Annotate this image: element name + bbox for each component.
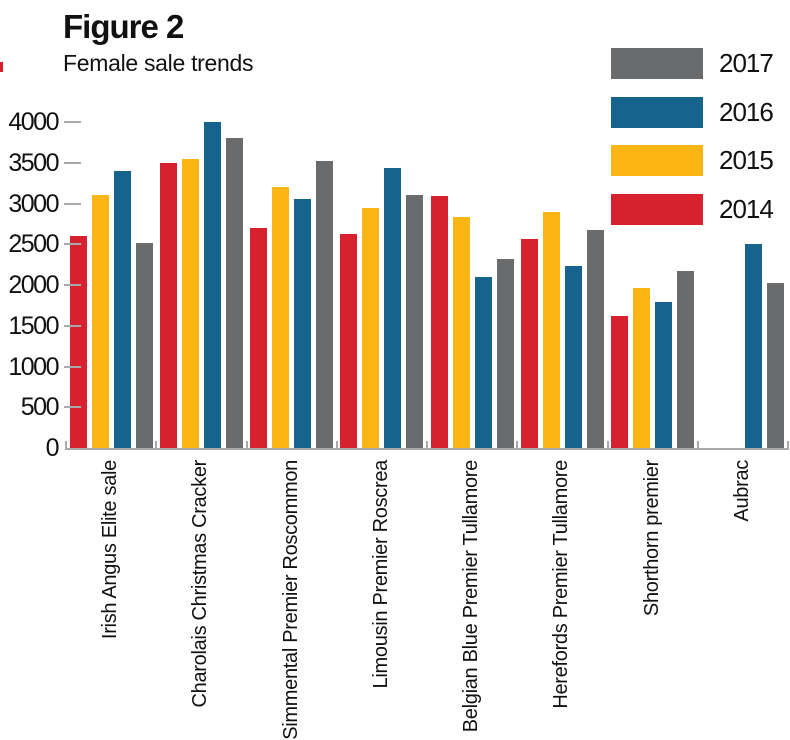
bar-2016-charolais-christmas-cracker: [203, 122, 221, 448]
bar-2014-limousin-premier-roscrea: [340, 234, 358, 448]
x-axis-tick: [787, 441, 789, 450]
legend-label: 2016: [719, 96, 774, 127]
bar-2015-herefords-premier-tullamore: [542, 212, 560, 448]
bar-group-aubrac: [698, 122, 788, 448]
bar-group-charolais-christmas-cracker: [156, 122, 246, 448]
bar-2014-charolais-christmas-cracker: [159, 162, 177, 448]
y-axis-label-500: 500: [20, 393, 60, 422]
y-axis-label-0: 0: [45, 434, 60, 462]
y-axis-tick-500: [64, 406, 81, 409]
bar-group-irish-angus-elite-sale: [66, 122, 156, 448]
y-axis-tick-1000: [64, 365, 81, 368]
y-axis-tick-2000: [64, 284, 81, 286]
y-axis-label-4000: 4000: [8, 108, 59, 136]
x-axis-label-shorthorn-premier: Shorthorn premier: [640, 460, 663, 617]
bar-2017-shorthorn-premier: [677, 271, 695, 448]
bar-2017-aubrac: [767, 283, 785, 448]
bar-2017-irish-angus-elite-sale: [135, 242, 153, 448]
x-axis-tick: [245, 441, 248, 450]
bar-group-belgian-blue-premier-tullamore: [427, 122, 517, 448]
x-axis-label-belgian-blue-premier-tullamore: Belgian Blue Premier Tullamore: [460, 460, 483, 733]
legend-item-2015: 2015: [611, 145, 774, 176]
bar-2017-charolais-christmas-cracker: [225, 138, 243, 448]
legend-item-2016: 2016: [611, 96, 774, 128]
bar-2014-irish-angus-elite-sale: [69, 236, 87, 448]
x-axis-tick: [516, 441, 519, 450]
bar-2014-herefords-premier-tullamore: [520, 239, 538, 448]
y-axis-label-2000: 2000: [8, 271, 59, 299]
legend-swatch-2014: [611, 193, 703, 225]
bar-2016-herefords-premier-tullamore: [564, 266, 582, 448]
bar-2016-shorthorn-premier: [655, 302, 673, 448]
page-edge-mark: [0, 62, 3, 72]
legend-swatch-2015: [611, 145, 703, 176]
bar-group-simmental-premier-roscommon: [247, 122, 337, 448]
bar-2016-belgian-blue-premier-tullamore: [474, 276, 492, 448]
plot-area: [64, 121, 789, 450]
y-axis-tick-1500: [64, 324, 81, 327]
bar-2015-shorthorn-premier: [633, 288, 651, 448]
x-axis-tick: [155, 441, 158, 450]
y-axis-label-1000: 1000: [8, 352, 59, 381]
figure-title: Figure 2: [63, 8, 184, 45]
y-axis-tick-2500: [64, 243, 81, 246]
bar-2015-belgian-blue-premier-tullamore: [452, 216, 470, 448]
bar-2016-simmental-premier-roscommon: [294, 199, 312, 448]
bar-2015-irish-angus-elite-sale: [91, 195, 109, 448]
x-axis-tick: [65, 441, 67, 450]
bar-2015-simmental-premier-roscommon: [272, 187, 290, 448]
bar-2016-aubrac: [745, 244, 763, 448]
bar-group-shorthorn-premier: [608, 122, 698, 448]
bar-2016-irish-angus-elite-sale: [113, 170, 131, 448]
legend-item-2014: 2014: [611, 193, 774, 225]
bar-2017-limousin-premier-roscrea: [406, 195, 424, 448]
legend-swatch-2016: [611, 96, 703, 128]
x-axis-label-charolais-christmas-cracker: Charolais Christmas Cracker: [189, 460, 212, 708]
x-axis-tick: [696, 441, 699, 450]
bar-2014-belgian-blue-premier-tullamore: [430, 196, 448, 448]
legend-label: 2015: [719, 145, 774, 175]
x-axis-label-herefords-premier-tullamore: Herefords Premier Tullamore: [550, 460, 573, 709]
bar-group-limousin-premier-roscrea: [337, 122, 427, 448]
bar-2017-belgian-blue-premier-tullamore: [496, 258, 514, 448]
x-axis-tick: [606, 441, 609, 450]
y-axis-tick-3000: [64, 202, 81, 205]
y-axis-label-3000: 3000: [8, 189, 59, 218]
x-axis-tick: [426, 441, 428, 450]
y-axis-label-1500: 1500: [8, 311, 59, 340]
x-axis-label-simmental-premier-roscommon: Simmental Premier Roscommon: [279, 460, 302, 740]
x-axis-label-irish-angus-elite-sale: Irish Angus Elite sale: [99, 460, 122, 640]
y-axis-tick-4000: [64, 121, 81, 123]
bar-2016-limousin-premier-roscrea: [384, 167, 402, 448]
bar-2014-simmental-premier-roscommon: [250, 227, 268, 448]
y-axis-label-2500: 2500: [8, 230, 59, 259]
legend-label: 2014: [719, 193, 774, 224]
legend-label: 2017: [719, 48, 774, 78]
x-axis-tick: [335, 441, 338, 450]
y-axis-label-3500: 3500: [8, 148, 59, 177]
bar-group-herefords-premier-tullamore: [517, 122, 607, 448]
bar-2017-simmental-premier-roscommon: [316, 161, 334, 448]
bar-2015-limousin-premier-roscrea: [362, 207, 380, 448]
bar-2015-charolais-christmas-cracker: [181, 158, 199, 448]
figure-subtitle: Female sale trends: [63, 50, 254, 76]
legend-item-2017: 2017: [611, 48, 774, 79]
bar-2017-herefords-premier-tullamore: [586, 230, 604, 448]
legend-swatch-2017: [611, 48, 703, 79]
x-axis-label-aubrac: Aubrac: [730, 460, 753, 522]
bar-2014-shorthorn-premier: [611, 315, 629, 448]
y-axis-tick-3500: [64, 161, 81, 164]
x-axis-label-limousin-premier-roscrea: Limousin Premier Roscrea: [369, 460, 392, 689]
